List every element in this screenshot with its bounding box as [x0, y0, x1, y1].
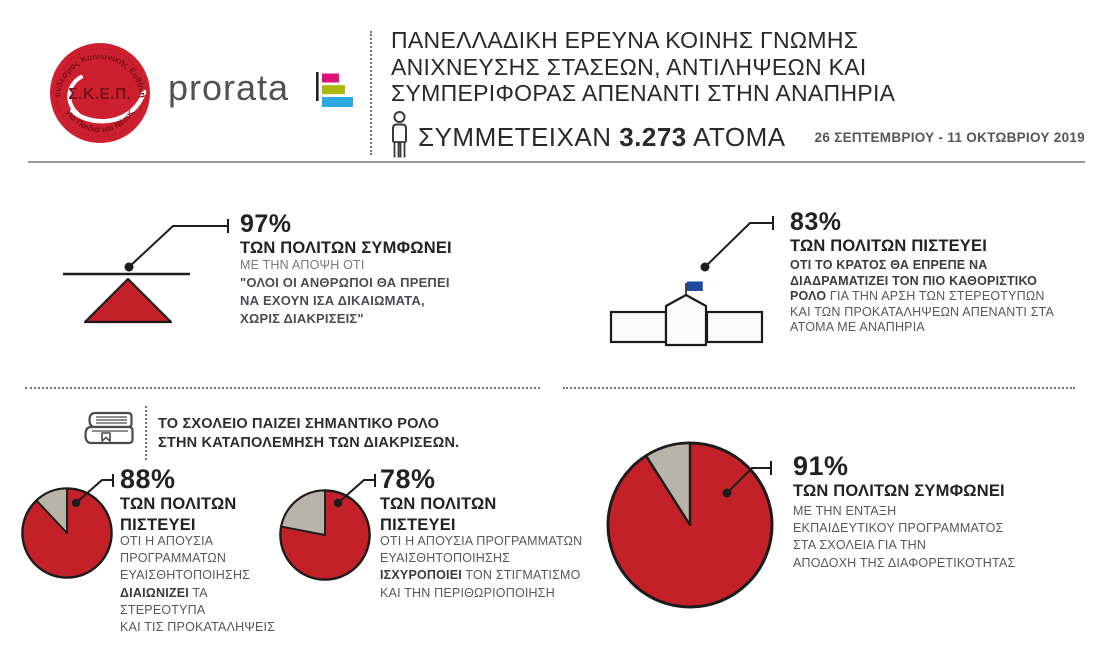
- callout-line-88: [71, 474, 114, 508]
- stat-state-body: ΟΤΙ ΤΟ ΚΡΑΤΟΣ ΘΑ ΕΠΡΕΠΕ ΝΑ ΔΙΑΔΡΑΜΑΤΙΖΕΙ…: [790, 258, 1055, 334]
- participants-count: ΣΥΜΜΕΤΕΙΧΑΝ 3.273 ΑΤΟΜΑ: [418, 122, 786, 152]
- books-icon: [84, 411, 134, 445]
- stat-equality-lead: ΜΕ ΤΗΝ ΑΠΟΨΗ ΟΤΙ: [240, 258, 365, 272]
- person-icon: [392, 111, 407, 158]
- section-divider-right: [563, 387, 1075, 389]
- callout-line-83: [700, 216, 774, 272]
- section-divider-left: [25, 387, 540, 389]
- prorata-logo-text: prorata: [168, 67, 290, 108]
- state-building-icon: [609, 281, 764, 347]
- stat-state-headline: ΤΩΝ ΠΟΛΙΤΩΝ ΠΙΣΤΕΥΕΙ: [790, 237, 987, 255]
- callout-line-97: [124, 219, 229, 272]
- stat-pie88-body: ΟΤΙ Η ΑΠΟΥΣΙΑ ΠΡΟΓΡΑΜΜΑΤΩΝ ΕΥΑΙΣΘΗΤΟΠΟΙΗ…: [120, 534, 276, 635]
- stat-equality-percent: 97%: [240, 210, 292, 238]
- header-rule: [28, 161, 1085, 163]
- header-vertical-divider: [370, 31, 372, 155]
- pie-chart-78: [279, 489, 371, 581]
- stat-pie78-headline: ΤΩΝ ΠΟΛΙΤΩΝ ΠΙΣΤΕΥΕΙ: [380, 495, 497, 534]
- pie-chart-88: [21, 487, 113, 579]
- stat-equality-headline: ΤΩΝ ΠΟΛΙΤΩΝ ΣΥΜΦΩΝΕΙ: [240, 239, 452, 257]
- stat-pie91-percent: 91%: [793, 451, 849, 481]
- balance-scale-icon: [63, 272, 190, 324]
- stat-pie91-body: ΜΕ ΤΗΝ ΕΝΤΑΞΗ ΕΚΠΑΙΔΕΥΤΙΚΟΥ ΠΡΟΓΡΑΜΜΑΤΟΣ…: [793, 504, 1016, 570]
- stat-pie88-percent: 88%: [120, 464, 176, 494]
- stat-pie88-headline: ΤΩΝ ΠΟΛΙΤΩΝ ΠΙΣΤΕΥΕΙ: [120, 495, 237, 534]
- stat-state-percent: 83%: [790, 208, 842, 236]
- pie-chart-91: [606, 441, 774, 609]
- survey-date-range: 26 ΣΕΠΤΕΜΒΡΙΟΥ - 11 ΟΚΤΩΒΡΙΟΥ 2019: [814, 130, 1085, 145]
- callout-line-78: [333, 474, 376, 508]
- survey-title: ΠΑΝΕΛΛΑΔΙΚΗ ΕΡΕΥΝΑ ΚΟΙΝΗΣ ΓΝΩΜΗΣ ΑΝΙΧΝΕΥ…: [391, 27, 896, 106]
- stat-pie78-percent: 78%: [380, 464, 436, 494]
- stat-equality-quote: "ΟΛΟΙ ΟΙ ΑΝΘΡΩΠΟΙ ΘΑ ΠΡΕΠΕΙ ΝΑ ΕΧΟΥΝ ΙΣΑ…: [240, 275, 450, 326]
- school-banner-divider: [145, 406, 147, 460]
- callout-line-91: [722, 461, 772, 498]
- skep-center-text: Σ.Κ.Ε.Π.: [68, 86, 131, 103]
- school-note: ΤΟ ΣΧΟΛΕΙΟ ΠΑΙΖΕΙ ΣΗΜΑΝΤΙΚΟ ΡΟΛΟ ΣΤΗΝ ΚΑ…: [158, 416, 460, 451]
- stat-pie91-headline: ΤΩΝ ΠΟΛΙΤΩΝ ΣΥΜΦΩΝΕΙ: [793, 482, 1005, 500]
- prorata-logo-bars-icon: [316, 72, 353, 107]
- stat-pie78-body: ΟΤΙ Η ΑΠΟΥΣΙΑ ΠΡΟΓΡΑΜΜΑΤΩΝ ΕΥΑΙΣΘΗΤΟΠΟΙΗ…: [380, 534, 583, 600]
- skep-logo: Σύνδεσμος Κοινωνικής Ευθύνης για Παιδιά …: [48, 41, 150, 143]
